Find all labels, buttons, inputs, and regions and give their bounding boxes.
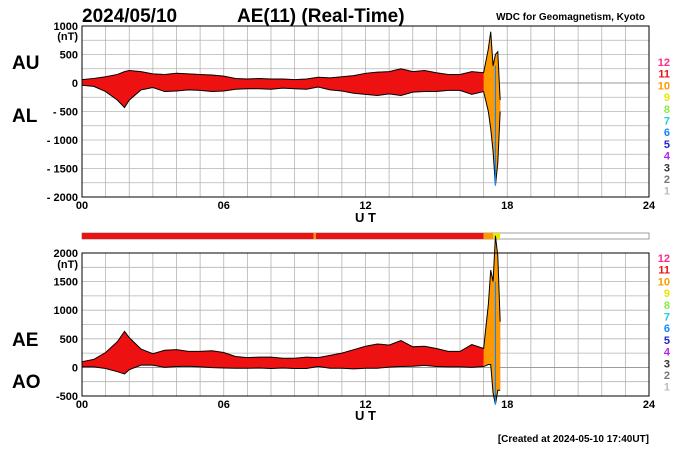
activity-segment	[315, 233, 484, 239]
au-al-panel: 1000 500 0 - 500 - 1000 - 1500 - 2000 (nT) 00 06 1…	[47, 21, 656, 225]
y-tick-label: 0	[72, 362, 78, 374]
level-legend-item: 6	[664, 323, 670, 335]
x-tick-label: 24	[643, 399, 656, 411]
series-line-au	[81, 31, 501, 101]
level-legend-item: 12	[658, 253, 670, 265]
level-legend-item: 7	[664, 116, 670, 128]
series-line-al	[81, 84, 501, 186]
level-legend-item: 10	[658, 80, 670, 92]
level-legend-item: 3	[664, 358, 670, 370]
activity-segment	[483, 233, 494, 239]
level-legend-item: 1	[664, 382, 670, 394]
y-tick-label: - 500	[53, 107, 78, 119]
band-fill	[82, 235, 501, 405]
y-tick-label: - 1500	[47, 164, 78, 176]
y-tick-label: 2000	[54, 248, 78, 260]
y-tick-label: 1500	[54, 277, 78, 289]
y-tick-label: - 1000	[47, 135, 78, 147]
plot-frame	[81, 25, 650, 198]
level-legend-item: 11	[658, 69, 670, 81]
y-tick-label: 500	[60, 50, 78, 62]
y-tick-label: 1000	[54, 21, 78, 33]
series-line-ao	[82, 364, 501, 405]
created-timestamp: [Created at 2024-05-10 17:40UT]	[498, 434, 649, 445]
level-legend-item: 1	[664, 186, 670, 198]
level-legend-item: 4	[664, 151, 671, 163]
ae-label: AE	[12, 330, 38, 351]
ae-ao-panel: 2000 1500 1000 500 0 -500 (nT) 00 06 12 18 24 U T	[54, 235, 656, 423]
level-legend-item: 11	[658, 265, 670, 277]
activity-segment	[493, 233, 501, 239]
y-tick-label: -500	[56, 391, 78, 403]
x-tick-label: 06	[218, 399, 230, 411]
x-tick-label: 18	[501, 200, 513, 212]
date-title: 2024/05/10	[82, 6, 177, 27]
series-line-ae	[81, 235, 501, 363]
x-tick-label: 24	[643, 200, 656, 212]
level-legend-item: 12	[658, 57, 670, 69]
level-legend-item: 10	[658, 276, 670, 288]
y-tick-label: 500	[60, 334, 78, 346]
level-legend-item: 7	[664, 312, 670, 324]
level-legend-item: 2	[664, 174, 670, 186]
level-legend-item: 8	[664, 104, 670, 116]
x-tick-label: 06	[218, 200, 230, 212]
y-unit-label: (nT)	[57, 31, 78, 43]
x-axis-label: U T	[355, 408, 376, 423]
x-tick-label: 12	[359, 399, 371, 411]
level-legend-item: 4	[664, 347, 671, 359]
index-title: AE(11) (Real-Time)	[237, 6, 405, 27]
y-tick-label: 0	[72, 78, 78, 90]
ao-label: AO	[12, 372, 41, 393]
level-legend-item: 3	[664, 162, 670, 174]
level-legend-item: 9	[664, 92, 670, 104]
x-axis-label: U T	[355, 210, 376, 225]
level-legend-item: 5	[664, 335, 670, 347]
level-legend-item: 2	[664, 370, 670, 382]
y-tick-label: - 2000	[47, 192, 78, 204]
level-legend-item: 5	[664, 139, 670, 151]
level-legend-item: 8	[664, 300, 670, 312]
al-label: AL	[12, 106, 38, 127]
y-tick-label: 1000	[54, 305, 78, 317]
source-label: WDC for Geomagnetism, Kyoto	[496, 12, 645, 23]
activity-segment	[82, 233, 314, 239]
x-tick-label: 18	[501, 399, 513, 411]
x-tick-label: 00	[76, 399, 88, 411]
x-tick-label: 00	[76, 200, 88, 212]
activity-level-bar	[81, 232, 650, 240]
au-label: AU	[12, 53, 39, 74]
plot-frame	[81, 252, 650, 397]
x-tick-label: 12	[359, 200, 371, 212]
level-legend-item: 9	[664, 288, 670, 300]
level-legend-item: 6	[664, 127, 670, 139]
activity-segment	[313, 233, 316, 239]
y-unit-label: (nT)	[57, 259, 78, 271]
